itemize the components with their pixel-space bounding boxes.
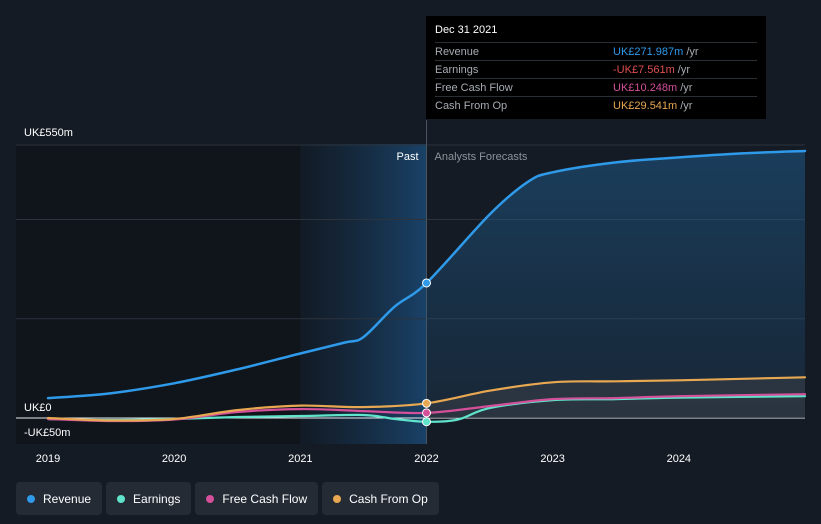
x-tick-2023: 2023: [540, 453, 564, 465]
highlight-point-revenue: [422, 278, 431, 288]
tooltip-series-value: UK£10.248m: [613, 81, 678, 94]
legend-label: Free Cash Flow: [222, 491, 308, 506]
past-highlight: [300, 144, 427, 444]
highlight-point-cash-from-op: [422, 398, 431, 408]
legend-dot-icon: [117, 494, 126, 503]
revenue-forecast-area: [426, 151, 805, 418]
tooltip-series-name: Revenue: [435, 45, 480, 58]
chart-legend: Revenue Earnings Free Cash Flow Cash From O…: [16, 482, 439, 515]
tooltip-panel: Dec 31 2021 Revenue UK£271.987m/yr Earning…: [426, 16, 766, 119]
x-tick-2021: 2021: [288, 453, 312, 465]
x-tick-2022: 2022: [414, 453, 438, 465]
highlight-point-earnings: [422, 417, 431, 427]
y-label-bottom: -UK£50m: [24, 427, 70, 439]
tooltip-series-value: UK£29.541m: [613, 99, 678, 112]
tooltip-row: Cash From Op UK£29.541m/yr: [435, 96, 757, 114]
past-label: Past: [396, 151, 418, 163]
legend-item-free-cash-flow[interactable]: Free Cash Flow: [195, 482, 319, 515]
financial-chart: UK£550m UK£0 -UK£50m Past Analysts Forecasts…: [16, 120, 807, 465]
forecast-label: Analysts Forecasts: [435, 151, 528, 163]
tooltip-row: Free Cash Flow UK£10.248m/yr: [435, 78, 757, 96]
tooltip-unit: /yr: [680, 81, 693, 94]
legend-item-cash-from-op[interactable]: Cash From Op: [322, 482, 439, 515]
highlight-point-free-cash-flow: [422, 408, 431, 418]
legend-label: Revenue: [43, 491, 92, 506]
legend-dot-icon: [27, 494, 35, 503]
y-label-top: UK£550m: [24, 127, 73, 139]
legend-dot-icon: [206, 494, 215, 503]
series-line-revenue: [46, 149, 807, 400]
x-tick-2024: 2024: [667, 453, 691, 465]
tooltip-series-name: Earnings: [435, 63, 479, 76]
legend-dot-icon: [333, 494, 342, 503]
x-tick-2020: 2020: [162, 453, 186, 465]
tooltip-unit: /yr: [686, 45, 699, 58]
legend-item-earnings[interactable]: Earnings: [106, 482, 192, 515]
legend-label: Cash From Op: [349, 491, 428, 506]
legend-item-revenue[interactable]: Revenue: [16, 482, 103, 515]
tooltip-row: Earnings -UK£7.561m/yr: [435, 60, 757, 78]
legend-label: Earnings: [133, 491, 181, 506]
tooltip-row: Revenue UK£271.987m/yr: [435, 42, 757, 60]
tooltip-unit: /yr: [680, 99, 693, 112]
y-label-zero: UK£0: [24, 402, 52, 414]
tooltip-series-name: Free Cash Flow: [435, 81, 513, 94]
x-tick-2019: 2019: [36, 453, 60, 465]
tooltip-unit: /yr: [677, 63, 690, 76]
series-line-cash-from-op: [46, 376, 807, 422]
tooltip-date: Dec 31 2021: [435, 24, 498, 36]
tooltip-series-value: UK£271.987m: [613, 45, 684, 58]
tooltip-series-value: -UK£7.561m: [613, 63, 675, 76]
tooltip-series-name: Cash From Op: [435, 99, 508, 112]
